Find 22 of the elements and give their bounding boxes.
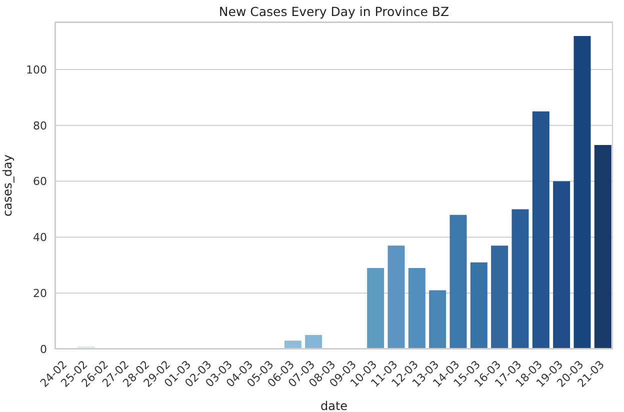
bar [408, 268, 426, 349]
bar [491, 246, 508, 349]
bar [429, 290, 446, 349]
chart-title: New Cases Every Day in Province BZ [218, 4, 450, 19]
x-axis-title: date [320, 399, 348, 412]
bar [450, 214, 467, 349]
y-tick-label: 80 [33, 119, 47, 132]
y-tick-label: 60 [33, 175, 47, 188]
y-tick-label: 100 [26, 63, 47, 76]
bar [574, 36, 591, 349]
bar [367, 268, 384, 349]
y-tick-label: 40 [33, 231, 47, 244]
bar [512, 209, 529, 349]
bar [388, 246, 405, 349]
bar [594, 144, 612, 349]
y-tick-label: 20 [33, 287, 47, 300]
y-axis-title: cases_day [0, 154, 14, 216]
bar [553, 181, 570, 349]
bar [470, 262, 488, 349]
bar [532, 111, 550, 349]
bar [305, 335, 322, 349]
y-tick-label: 0 [40, 342, 47, 356]
